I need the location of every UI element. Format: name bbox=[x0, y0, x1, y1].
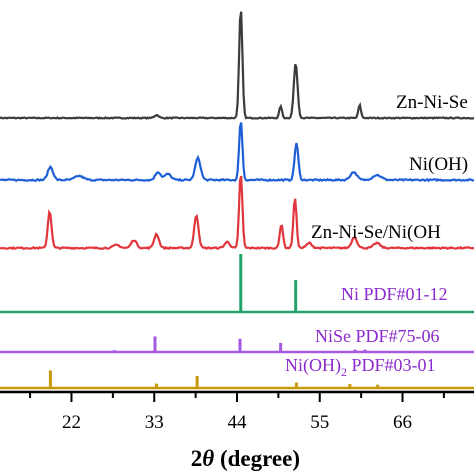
ref-label-nise: NiSe PDF#75-06 bbox=[315, 326, 440, 346]
pattern-traces bbox=[0, 11, 474, 251]
reference-patterns bbox=[0, 254, 474, 390]
x-tick-label: 66 bbox=[393, 412, 412, 433]
x-axis-title-main: 2 bbox=[191, 446, 203, 471]
series-label-0: Zn-Ni-Se bbox=[396, 92, 468, 113]
x-axis-title-symbol: θ bbox=[202, 446, 214, 471]
series-label-1: Ni(OH) bbox=[409, 154, 468, 175]
trace-0 bbox=[0, 11, 474, 120]
trace-1 bbox=[0, 122, 474, 183]
ref-label-nioh2-rest: PDF#03-01 bbox=[347, 355, 436, 375]
trace-2 bbox=[0, 175, 474, 251]
x-axis-ticks: 22 33 44 55 66 bbox=[29, 392, 445, 433]
ref-label-ni: Ni PDF#01-12 bbox=[341, 284, 448, 304]
ref-label-nioh2-sub: 2 bbox=[341, 365, 347, 379]
x-tick-label: 44 bbox=[228, 412, 248, 433]
ref-label-nioh2: Ni(OH)2 PDF#03-01 bbox=[285, 355, 436, 379]
series-label-2: Zn-Ni-Se/Ni(OH bbox=[311, 222, 441, 243]
x-tick-label: 33 bbox=[145, 412, 164, 433]
x-axis-title: 2θ (degree) bbox=[191, 446, 300, 471]
x-tick-label: 55 bbox=[310, 412, 329, 433]
x-axis-title-unit: (degree) bbox=[214, 446, 300, 471]
x-tick-label: 22 bbox=[62, 412, 81, 433]
ref-label-nioh2-main: Ni(OH) bbox=[285, 355, 341, 376]
